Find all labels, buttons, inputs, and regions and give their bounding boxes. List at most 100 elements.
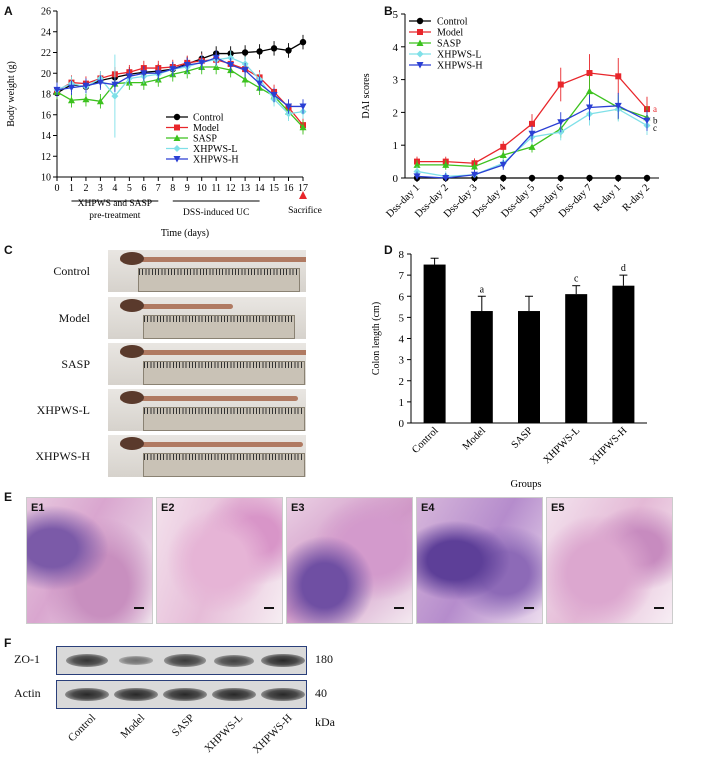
y-tick-label: 12: [41, 152, 51, 163]
blot-lane-label: XHPWS-L: [202, 712, 246, 756]
data-point: [643, 117, 651, 125]
data-point: [270, 45, 278, 52]
panel-label-a: A: [4, 4, 13, 18]
data-point: [241, 49, 249, 56]
x-tick-label: R-day 2: [621, 182, 652, 213]
sig-label-c: c: [653, 123, 657, 133]
cecum: [120, 252, 144, 265]
legend-marker: [416, 17, 424, 25]
data-point: [111, 92, 119, 100]
data-point: [557, 174, 564, 182]
x-tick-label: XHPWS-H: [588, 425, 630, 467]
y-tick-label: 2: [393, 107, 399, 119]
sig-label-b: b: [653, 116, 658, 126]
data-point: [82, 82, 90, 90]
x-axis-label: Time (days): [161, 228, 209, 239]
data-point: [241, 67, 249, 74]
blot-band: [66, 654, 108, 667]
histology-label: E1: [31, 502, 45, 514]
data-point: [212, 54, 220, 62]
y-tick-label: 14: [41, 131, 51, 142]
legend-label: Model: [193, 123, 219, 134]
data-point: [299, 103, 307, 110]
data-point: [586, 87, 593, 95]
data-point: [615, 73, 622, 80]
data-point: [499, 151, 507, 159]
y-tick-label: 18: [41, 90, 51, 101]
colon-photo: [108, 297, 306, 339]
data-point: [256, 48, 263, 55]
histology-image-e1: E1: [26, 497, 153, 624]
data-point: [442, 161, 450, 168]
x-tick-label: 2: [83, 183, 88, 194]
x-tick-label: 13: [240, 183, 250, 194]
histology-image-e4: E4: [416, 497, 543, 624]
series-line-xhpws-h: [56, 56, 303, 108]
photo-label-sasp: SASP: [61, 357, 90, 371]
y-tick-label: 5: [393, 9, 399, 21]
colon-photo: [108, 435, 306, 477]
data-point: [528, 130, 536, 138]
data-point: [643, 174, 651, 182]
sig-label: d: [621, 263, 626, 274]
data-point: [299, 123, 307, 131]
legend-label: XHPWS-H: [193, 155, 239, 166]
sig-label: c: [574, 274, 579, 285]
colon-length-chart: 0 1 2 3 4 5 6 7 8 Colon length (cm) Groups Control a…: [371, 249, 647, 490]
blot-band: [261, 687, 305, 702]
blot-band: [164, 654, 206, 667]
colon-tissue: [120, 350, 306, 355]
data-point: [529, 120, 535, 127]
data-point: [528, 143, 536, 150]
data-point: [241, 75, 249, 83]
data-point: [557, 119, 565, 126]
blot-band: [212, 687, 256, 702]
data-point: [183, 61, 191, 69]
y-tick-label: 4: [393, 42, 399, 54]
pretreatment-label-1: XHPWS and SASP: [78, 199, 152, 209]
y-tick-label: 3: [399, 355, 405, 367]
pretreatment-label-2: pre-treatment: [89, 211, 141, 221]
data-point: [270, 92, 278, 99]
legend-marker: [173, 145, 181, 152]
x-tick-label: 0: [55, 183, 60, 194]
x-tick-label: 12: [226, 183, 236, 194]
histology-row: E1 E2 E3 E4 E5: [26, 497, 676, 624]
data-point: [471, 163, 478, 170]
x-tick-label: Control: [410, 425, 441, 456]
legend-marker: [416, 50, 424, 58]
bar: [518, 311, 540, 423]
panel-label-f: F: [4, 636, 12, 650]
blot-band: [114, 687, 158, 702]
y-axis-label: Body weight (g): [6, 61, 17, 127]
legend-marker: [417, 29, 423, 35]
blot-band: [118, 656, 154, 665]
data-point: [67, 96, 75, 104]
y-tick-label: 0: [399, 418, 405, 430]
colon-tissue: [120, 304, 233, 309]
legend-label: XHPWS-H: [437, 61, 483, 72]
data-point: [586, 104, 593, 111]
scale-bar: [524, 607, 534, 609]
legend-marker: [416, 62, 424, 69]
data-point: [53, 86, 61, 94]
x-tick-label: 4: [112, 183, 117, 194]
y-tick-label: 0: [393, 173, 399, 185]
kda-unit-label: kDa: [315, 715, 335, 729]
colon-photos: Control Model SASP XHPWS-L XHPWS-H: [0, 245, 340, 490]
data-point: [413, 161, 421, 168]
photo-label-model: Model: [58, 311, 90, 325]
ruler: [143, 407, 305, 431]
legend-label: Model: [437, 28, 463, 39]
y-tick-label: 1: [393, 140, 399, 152]
zo1-blot: [56, 646, 307, 675]
bar: [565, 294, 588, 423]
data-point: [614, 102, 622, 110]
x-axis-label: Groups: [511, 479, 542, 490]
x-tick-label: Model: [461, 425, 488, 452]
data-point: [413, 173, 421, 180]
colon-tissue: [120, 442, 303, 447]
y-tick-label: 26: [41, 7, 51, 18]
x-tick-label: 6: [141, 183, 146, 194]
